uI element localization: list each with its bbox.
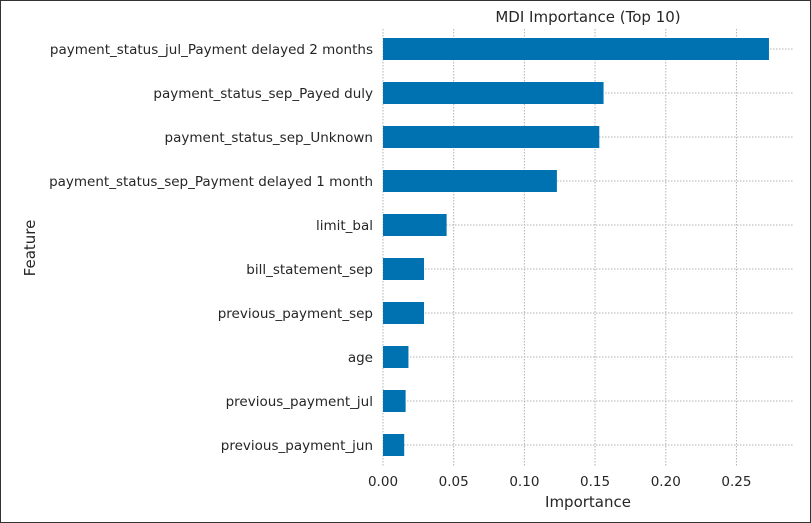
x-axis-title: Importance bbox=[545, 493, 631, 511]
bar bbox=[383, 258, 424, 280]
bar bbox=[383, 346, 409, 368]
chart-title: MDI Importance (Top 10) bbox=[495, 8, 680, 26]
x-tick-labels: 0.00 0.05 0.10 0.15 0.20 0.25 bbox=[368, 474, 752, 490]
bar bbox=[383, 390, 406, 412]
y-tick-label: payment_status_sep_Payed duly bbox=[153, 86, 373, 102]
x-tick-label: 0.00 bbox=[368, 474, 398, 490]
x-tick-label: 0.05 bbox=[439, 474, 469, 490]
y-tick-label: previous_payment_jun bbox=[221, 438, 373, 454]
x-tick-label: 0.15 bbox=[580, 474, 610, 490]
bar bbox=[383, 126, 600, 148]
bar bbox=[383, 434, 405, 456]
y-tick-label: limit_bal bbox=[316, 218, 373, 234]
y-tick-label: previous_payment_sep bbox=[218, 306, 373, 322]
x-tick-label: 0.25 bbox=[721, 474, 751, 490]
y-tick-label: payment_status_sep_Payment delayed 1 mon… bbox=[49, 174, 373, 190]
y-tick-labels: payment_status_jul_Payment delayed 2 mon… bbox=[49, 42, 373, 454]
y-tick-label: payment_status_sep_Unknown bbox=[165, 130, 373, 146]
y-tick-label: previous_payment_jul bbox=[226, 394, 373, 410]
bar bbox=[383, 214, 447, 236]
bar bbox=[383, 38, 769, 60]
x-tick-label: 0.20 bbox=[651, 474, 681, 490]
y-tick-label: payment_status_jul_Payment delayed 2 mon… bbox=[50, 42, 373, 58]
bar bbox=[383, 302, 424, 324]
y-tick-label: age bbox=[348, 350, 373, 366]
x-tick-label: 0.10 bbox=[509, 474, 539, 490]
y-axis-title: Feature bbox=[21, 220, 39, 277]
bars bbox=[383, 38, 769, 456]
y-tick-label: bill_statement_sep bbox=[246, 262, 373, 278]
bar bbox=[383, 82, 604, 104]
bar bbox=[383, 170, 557, 192]
